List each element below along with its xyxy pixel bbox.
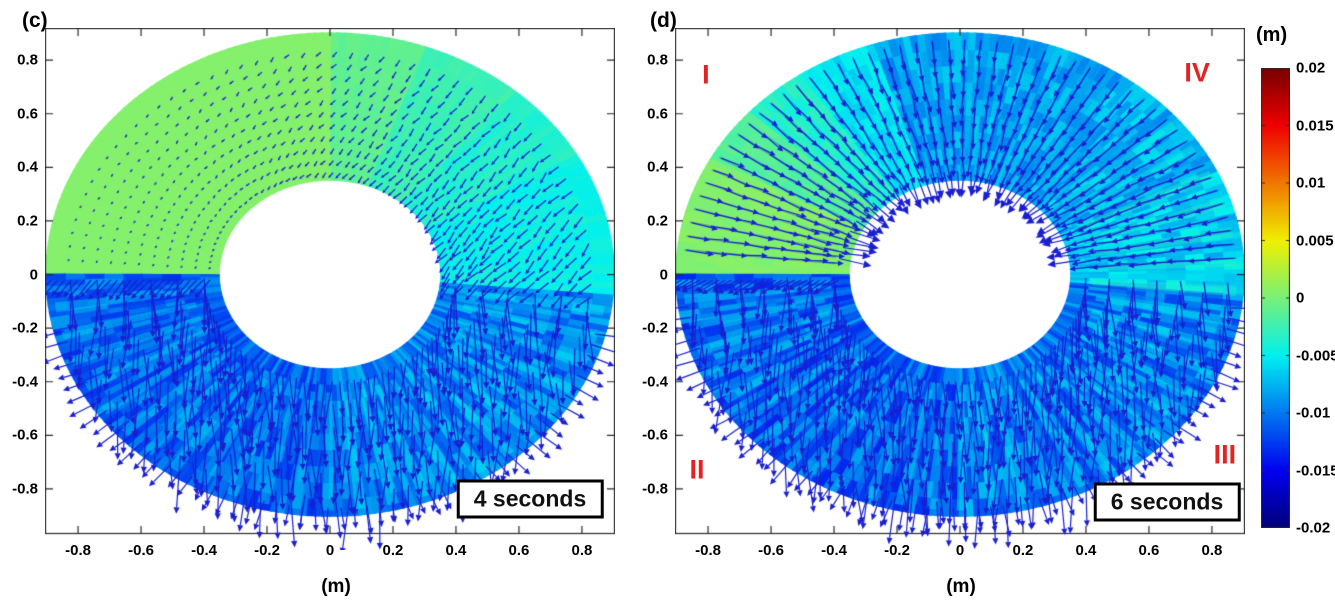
x-tick-label: 0.4 xyxy=(1075,542,1097,559)
xaxis-label-d: (m) xyxy=(946,576,976,597)
y-tick-label: -0.6 xyxy=(12,426,38,444)
y-tick-label: 0.8 xyxy=(17,51,38,69)
panel-label-d: (d) xyxy=(650,9,677,32)
x-tick-label: 0.8 xyxy=(1201,542,1223,559)
y-tick-label: -0.4 xyxy=(642,373,668,391)
x-tick-label: -0.2 xyxy=(254,542,280,559)
time-annotation-c: 4 seconds xyxy=(456,479,604,519)
colorbar-tick-label: -0.01 xyxy=(1296,404,1331,422)
panel-label-c: (c) xyxy=(22,9,48,32)
colorbar-tick-label: 0 xyxy=(1296,289,1305,307)
quadrant-label-ii: II xyxy=(689,454,705,485)
quadrant-label-iii: III xyxy=(1213,439,1237,470)
colorbar-unit-label: (m) xyxy=(1256,24,1288,46)
x-tick-label: 0.8 xyxy=(571,542,593,559)
x-tick-label: -0.2 xyxy=(884,542,910,559)
y-tick-label: 0.2 xyxy=(647,212,668,230)
plot-d-canvas xyxy=(675,28,1245,550)
x-tick-label: -0.4 xyxy=(821,542,847,559)
x-tick-label: -0.6 xyxy=(758,542,784,559)
y-tick-label: -0.8 xyxy=(12,480,38,498)
quadrant-label-i: I xyxy=(702,59,710,90)
y-tick-label: 0.2 xyxy=(17,212,38,230)
y-tick-label: -0.2 xyxy=(642,319,668,337)
colorbar-tick-label: -0.005 xyxy=(1296,347,1335,364)
plot-c-canvas xyxy=(45,28,615,550)
y-tick-label: 0.6 xyxy=(17,105,38,123)
x-tick-label: 0.6 xyxy=(1138,542,1160,559)
time-annotation-d: 6 seconds xyxy=(1093,482,1241,522)
x-tick-label: -0.8 xyxy=(695,542,721,559)
x-tick-label: -0.6 xyxy=(128,542,154,559)
y-tick-label: 0.8 xyxy=(647,51,668,69)
colorbar-tick-label: -0.015 xyxy=(1296,462,1335,479)
x-tick-label: 0 xyxy=(325,542,335,559)
y-tick-label: 0.6 xyxy=(647,105,668,123)
x-tick-label: -0.8 xyxy=(65,542,91,559)
y-tick-label: -0.2 xyxy=(12,319,38,337)
x-tick-label: -0.4 xyxy=(191,542,217,559)
y-tick-label: 0 xyxy=(659,266,668,284)
colorbar xyxy=(1261,68,1290,528)
x-tick-label: 0.2 xyxy=(382,542,404,559)
y-tick-label: -0.8 xyxy=(642,480,668,498)
colorbar-tick-label: 0.005 xyxy=(1296,232,1334,249)
y-tick-label: -0.6 xyxy=(642,426,668,444)
colorbar-tick-label: 0.02 xyxy=(1296,59,1326,77)
x-tick-label: 0 xyxy=(955,542,965,559)
colorbar-tick-label: 0.015 xyxy=(1296,117,1334,134)
x-tick-label: 0.2 xyxy=(1012,542,1034,559)
x-tick-label: 0.6 xyxy=(508,542,530,559)
quadrant-label-iv: IV xyxy=(1184,57,1210,88)
y-tick-label: 0 xyxy=(29,266,38,284)
y-tick-label: 0.4 xyxy=(647,158,668,176)
y-tick-label: -0.4 xyxy=(12,373,38,391)
xaxis-label-c: (m) xyxy=(321,576,351,597)
colorbar-tick-label: 0.01 xyxy=(1296,174,1326,192)
x-tick-label: 0.4 xyxy=(445,542,467,559)
y-tick-label: 0.4 xyxy=(17,158,38,176)
colorbar-tick-label: -0.02 xyxy=(1296,519,1331,537)
